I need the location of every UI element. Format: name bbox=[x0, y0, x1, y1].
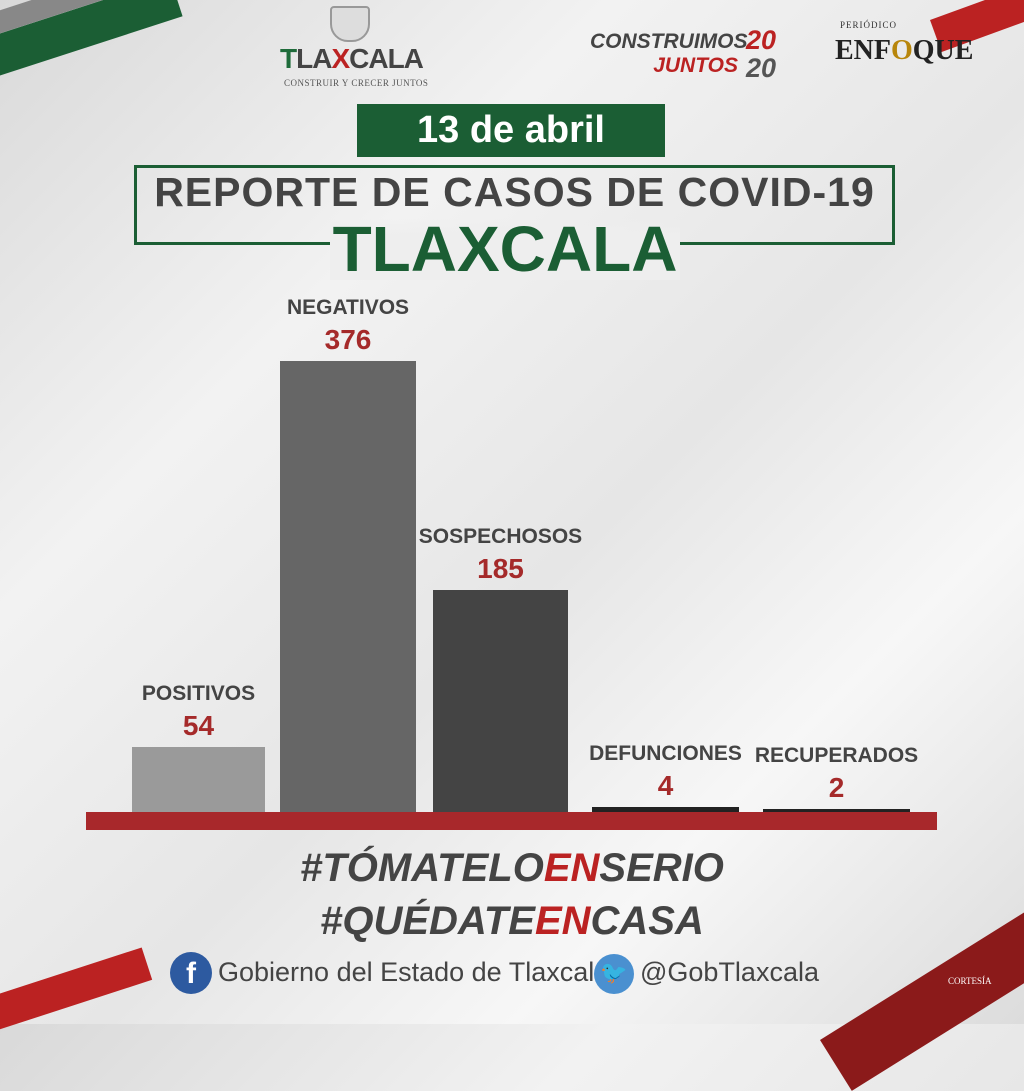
bar-value: 54 bbox=[182, 710, 215, 742]
chart-subtitle: TLAXCALA bbox=[330, 217, 680, 281]
bar-value: 4 bbox=[657, 770, 674, 802]
twitter-icon[interactable]: 🐦 bbox=[594, 954, 634, 994]
date-banner: 13 de abril bbox=[357, 104, 665, 157]
bar-label: POSITIVOS bbox=[141, 682, 256, 706]
bar-defunciones bbox=[592, 807, 739, 812]
hashtag-tomatelo: #TÓMATELOENSERIO bbox=[300, 846, 724, 890]
cortesia-label: CORTESÍA bbox=[948, 976, 992, 986]
crest-logo bbox=[330, 6, 370, 42]
bar-value: 376 bbox=[324, 323, 372, 355]
bar-label: NEGATIVOS bbox=[286, 295, 410, 319]
bar-sospechosos bbox=[433, 590, 568, 812]
bar-recuperados bbox=[763, 809, 910, 812]
slogan: CONSTRUIMOS JUNTOS bbox=[590, 30, 748, 77]
bar-positivos bbox=[132, 747, 265, 812]
bar-label: RECUPERADOS bbox=[754, 744, 919, 767]
bar-label: DEFUNCIONES bbox=[589, 742, 742, 766]
tlaxcala-logo: TLAXCALA bbox=[280, 43, 424, 74]
periodico-label: PERIÓDICO bbox=[840, 20, 898, 30]
decor-stripe-red-bottom bbox=[0, 947, 153, 1033]
baseline-bar bbox=[86, 812, 937, 830]
enfoque-logo: ENFOQUE bbox=[835, 35, 974, 66]
chart-title: REPORTE DE CASOS DE COVID-19 bbox=[154, 169, 875, 215]
bar-label: SOSPECHOSOS bbox=[418, 525, 583, 548]
facebook-link[interactable]: Gobierno del Estado de Tlaxcala bbox=[218, 957, 610, 987]
bar-value: 2 bbox=[828, 772, 845, 803]
twitter-link[interactable]: @GobTlaxcala bbox=[640, 957, 819, 987]
bar-negativos bbox=[280, 360, 416, 812]
hashtag-quedate: #QUÉDATEENCASA bbox=[320, 899, 704, 943]
logo-subtitle: CONSTRUIR Y CRECER JUNTOS bbox=[284, 78, 429, 88]
facebook-icon[interactable]: f bbox=[170, 952, 212, 994]
bar-value: 185 bbox=[477, 553, 524, 584]
slogan-year: 20 20 bbox=[746, 25, 777, 83]
